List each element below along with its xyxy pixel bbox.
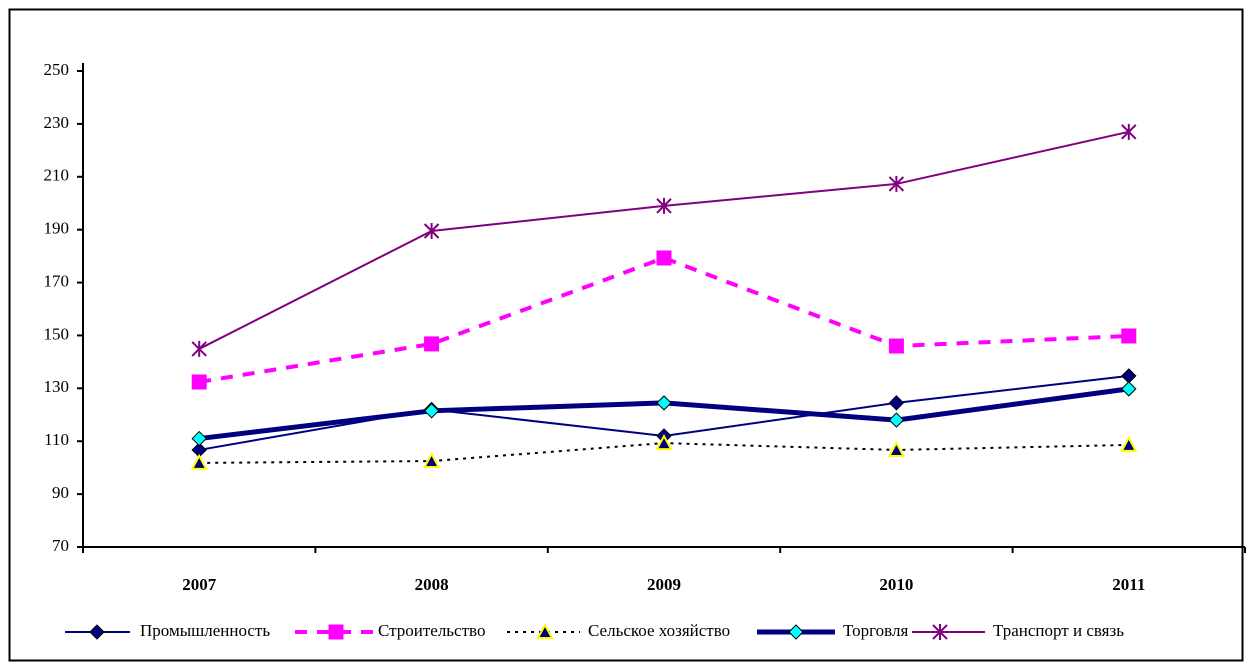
marker: [1121, 381, 1137, 397]
marker: [888, 175, 905, 192]
marker: [424, 336, 440, 352]
legend-label: Транспорт и связь: [993, 621, 1124, 640]
marker: [932, 624, 948, 640]
marker: [191, 340, 207, 357]
legend-label: Строительство: [378, 621, 485, 640]
y-tick-label: 250: [44, 60, 70, 79]
y-tick-label: 170: [44, 271, 70, 290]
y-tick-label: 130: [44, 377, 70, 396]
marker: [1121, 123, 1137, 140]
marker: [191, 374, 207, 390]
marker: [656, 250, 672, 266]
x-tick-label: 2008: [415, 575, 449, 594]
chart-border: [8, 8, 1244, 662]
marker: [423, 403, 440, 419]
marker: [190, 453, 208, 470]
marker: [89, 624, 105, 640]
marker: [191, 430, 207, 447]
y-tick-label: 230: [44, 113, 70, 132]
marker: [655, 433, 673, 451]
marker: [1121, 328, 1137, 344]
marker: [887, 440, 906, 457]
y-tick-label: 190: [44, 219, 70, 238]
y-tick-label: 90: [52, 483, 69, 502]
marker: [328, 624, 344, 640]
marker: [788, 624, 804, 640]
y-tick-label: 150: [44, 324, 70, 343]
marker: [656, 395, 672, 411]
marker: [888, 412, 905, 428]
marker: [656, 197, 672, 214]
marker: [423, 222, 440, 239]
legend-label: Сельское хозяйство: [588, 621, 730, 640]
x-tick-label: 2011: [1112, 575, 1145, 594]
y-tick-label: 70: [52, 536, 69, 555]
legend-label: Промышленность: [140, 621, 270, 640]
marker: [422, 451, 441, 469]
marker: [536, 622, 554, 639]
series-line: [198, 255, 1129, 384]
y-tick-label: 110: [44, 430, 69, 449]
x-tick-label: 2007: [182, 575, 217, 594]
marker: [888, 395, 905, 411]
y-tick-label: 210: [44, 166, 70, 185]
marker: [1120, 435, 1138, 452]
x-tick-label: 2009: [647, 575, 681, 594]
marker: [888, 338, 904, 354]
legend-label: Торговля: [843, 621, 908, 640]
x-tick-label: 2010: [879, 575, 913, 594]
